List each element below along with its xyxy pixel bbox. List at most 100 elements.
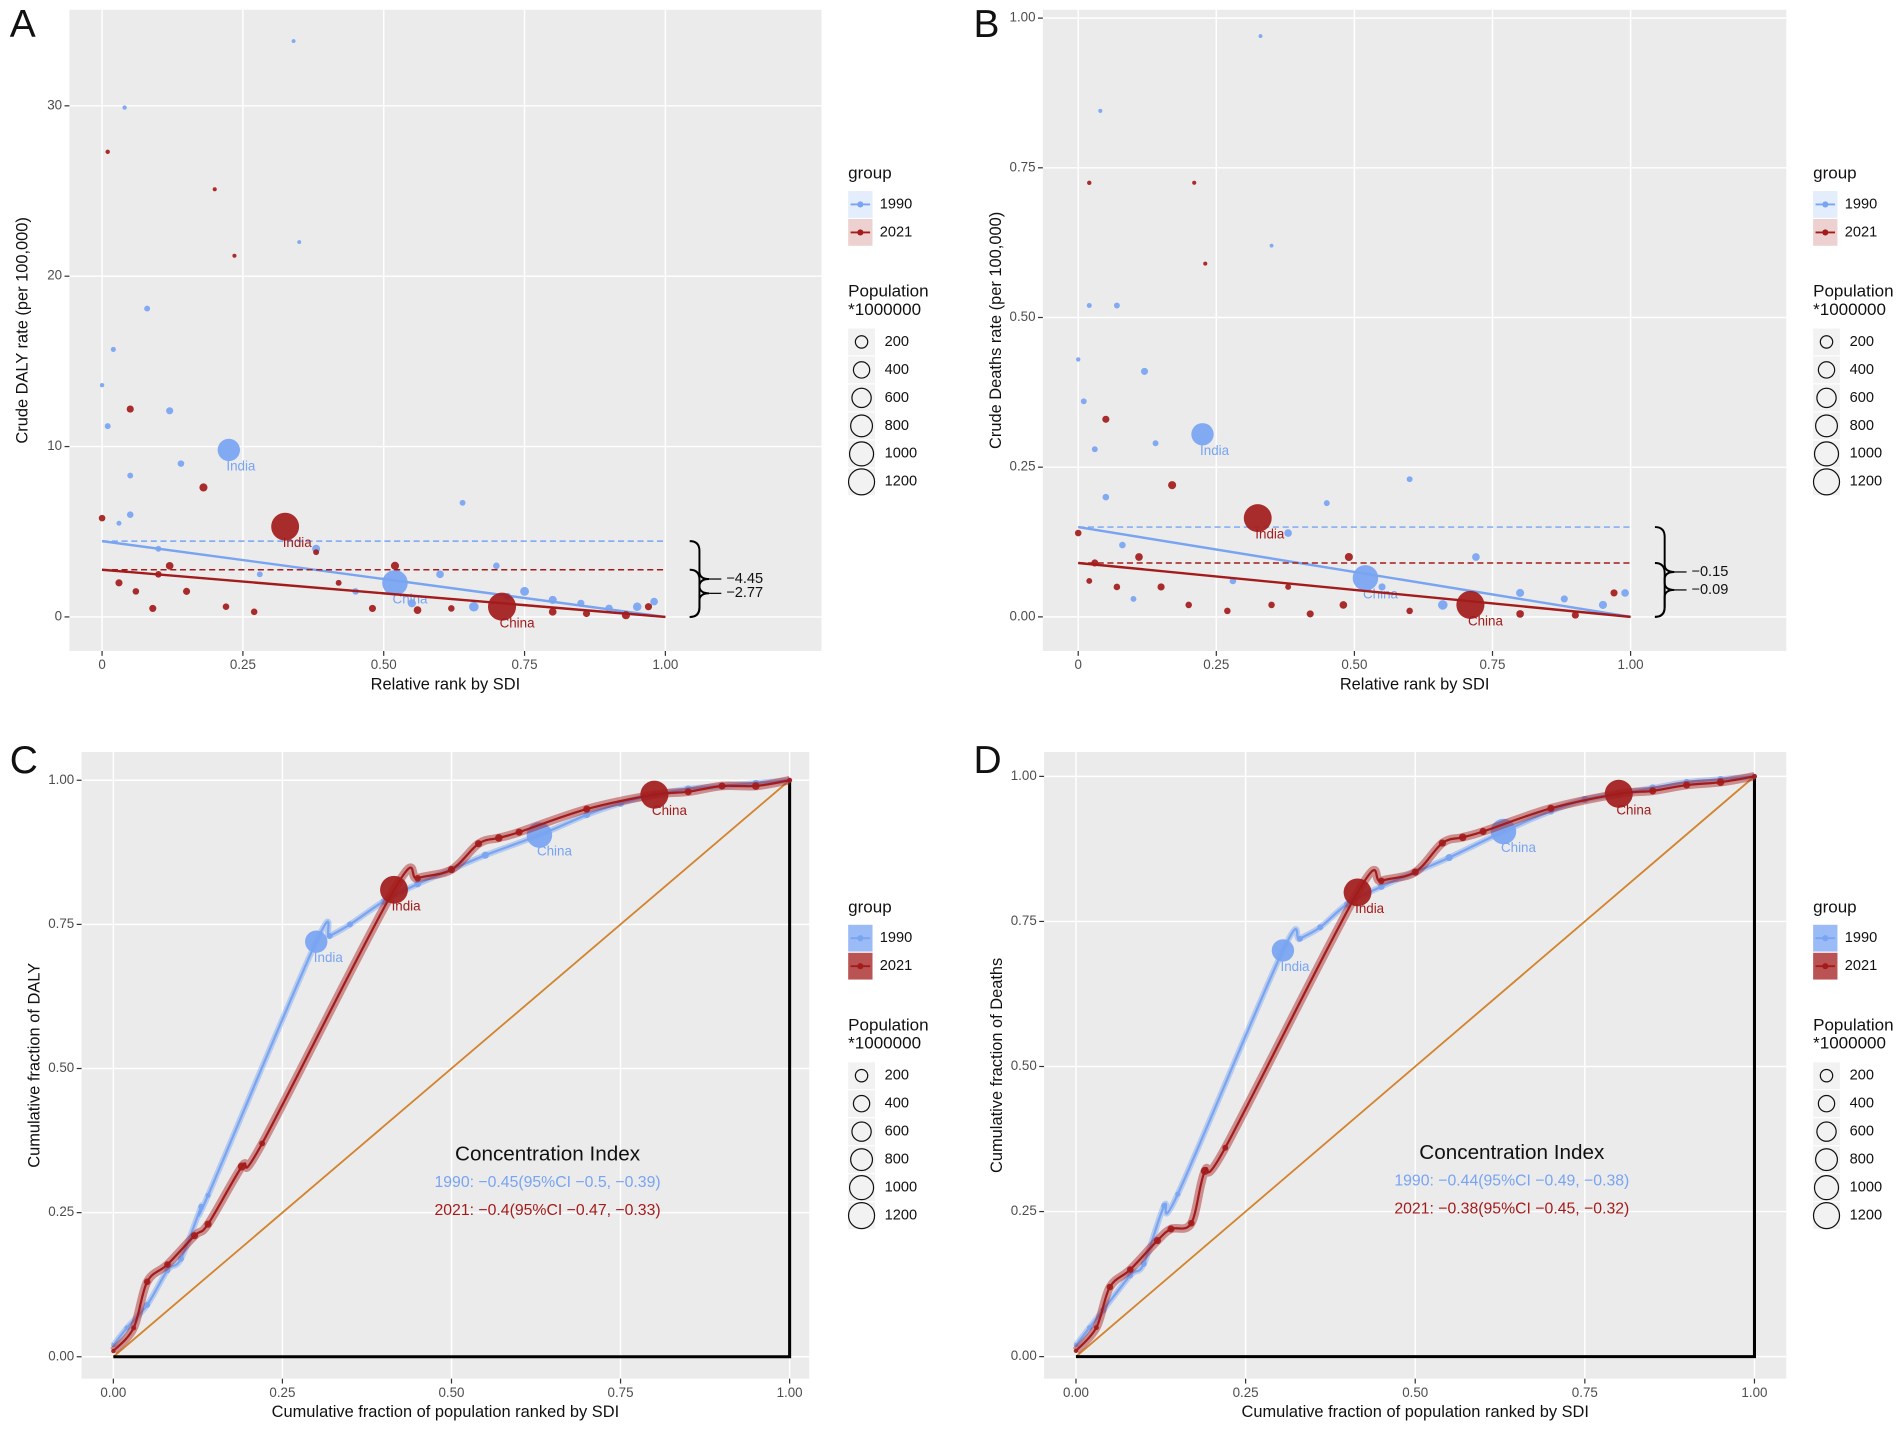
- data-point: [787, 777, 793, 783]
- data-point: [1191, 423, 1214, 446]
- data-point: [1203, 261, 1208, 266]
- data-point: [751, 782, 760, 790]
- data-point: [1683, 781, 1691, 789]
- data-point: [126, 405, 134, 413]
- data-point: [111, 1343, 116, 1348]
- size-legend-label: 800: [1850, 1152, 1874, 1168]
- y-tick-label: 0: [55, 608, 62, 623]
- point-label: China: [1363, 587, 1399, 602]
- size-key-bg: [1813, 1146, 1840, 1174]
- size-key: [852, 1094, 871, 1113]
- data-point: [1113, 583, 1121, 591]
- data-point: [1076, 357, 1081, 362]
- regression-line: [1078, 561, 1631, 619]
- legend-key-dot: [1822, 201, 1829, 208]
- size-legend-label: 200: [1850, 334, 1874, 350]
- y-tick-label: 0.25: [1011, 1203, 1037, 1218]
- y-axis-title: Crude Deaths rate (per 100,000): [987, 212, 1005, 449]
- y-tick-label: 0.50: [1011, 1058, 1037, 1073]
- point-label: India: [314, 950, 344, 965]
- x-tick-label: 1.00: [652, 657, 678, 672]
- legend-label: 1990: [880, 196, 912, 212]
- plot-background: [81, 752, 810, 1379]
- data-point: [1243, 504, 1272, 533]
- data-point: [110, 346, 116, 352]
- legend-label: 2021: [1845, 224, 1877, 240]
- size-key-bg: [1813, 328, 1840, 356]
- data-point: [126, 511, 134, 518]
- data-point: [1438, 839, 1446, 847]
- data-point: [644, 603, 653, 611]
- data-point: [1102, 415, 1110, 423]
- data-point: [144, 305, 151, 312]
- size-legend-label: 1200: [1850, 1207, 1882, 1223]
- data-point: [582, 609, 591, 618]
- size-key: [848, 441, 875, 467]
- data-point: [718, 782, 726, 790]
- data-point: [1102, 493, 1110, 501]
- data-point: [1188, 1219, 1195, 1227]
- data-point: [297, 240, 302, 245]
- data-point: [1222, 1144, 1229, 1151]
- data-point: [1437, 600, 1448, 610]
- data-point: [436, 570, 444, 579]
- data-point: [1127, 1272, 1134, 1279]
- data-point: [1445, 854, 1453, 862]
- data-point: [1073, 1348, 1079, 1354]
- size-key-bg: [848, 412, 875, 440]
- data-point: [111, 1348, 116, 1354]
- size-key-bg: [848, 1062, 875, 1090]
- data-point: [1516, 610, 1524, 618]
- data-point: [165, 562, 174, 570]
- data-point: [1411, 868, 1419, 876]
- x-tick-label: 0.25: [1203, 657, 1229, 672]
- data-point: [205, 1192, 211, 1198]
- x-tick-label: 0.25: [269, 1385, 295, 1400]
- y-tick-label: 0.00: [48, 1348, 74, 1363]
- x-tick-label: 0.75: [1572, 1385, 1598, 1400]
- data-point: [256, 571, 263, 578]
- lorenz-frame: [1075, 776, 1756, 1359]
- data-point: [291, 39, 296, 44]
- data-point: [1140, 367, 1149, 375]
- plot-background: [69, 9, 822, 652]
- data-point: [459, 499, 466, 506]
- data-point: [1093, 1325, 1099, 1331]
- y-tick-label: 0.75: [1011, 913, 1037, 928]
- size-legend-label: 200: [885, 334, 909, 350]
- data-point: [1751, 773, 1757, 779]
- data-point: [1091, 446, 1098, 453]
- size-legend-label: 1000: [885, 446, 917, 462]
- x-axis-title: Relative rank by SDI: [371, 675, 521, 693]
- size-legend-label: 1000: [885, 1179, 917, 1195]
- data-point: [1086, 303, 1092, 309]
- data-point: [414, 874, 421, 882]
- data-point: [1167, 1225, 1175, 1233]
- legend-key-dot: [1822, 229, 1829, 236]
- size-key: [1812, 468, 1841, 496]
- size-legend-label: 1200: [885, 474, 917, 490]
- data-point: [116, 520, 122, 526]
- size-key: [851, 387, 872, 409]
- size-key-bg: [1813, 384, 1840, 412]
- lorenz-frame: [113, 780, 792, 1359]
- data-point: [144, 1301, 151, 1308]
- data-point: [583, 805, 591, 813]
- data-point: [1285, 583, 1292, 590]
- data-point: [305, 930, 328, 953]
- data-point: [1479, 827, 1487, 836]
- data-point: [222, 603, 230, 610]
- data-point: [1135, 553, 1143, 561]
- ci-title: Concentration Index: [455, 1142, 641, 1165]
- data-point: [1268, 601, 1275, 609]
- x-tick-label: 1.00: [1741, 1385, 1767, 1400]
- data-point: [1378, 877, 1385, 885]
- data-point: [212, 187, 217, 192]
- size-key-bg: [1813, 1174, 1840, 1202]
- data-point: [1343, 878, 1372, 907]
- slope-label: −2.77: [726, 585, 763, 601]
- size-key: [847, 1201, 876, 1230]
- legend-title: group: [848, 897, 892, 916]
